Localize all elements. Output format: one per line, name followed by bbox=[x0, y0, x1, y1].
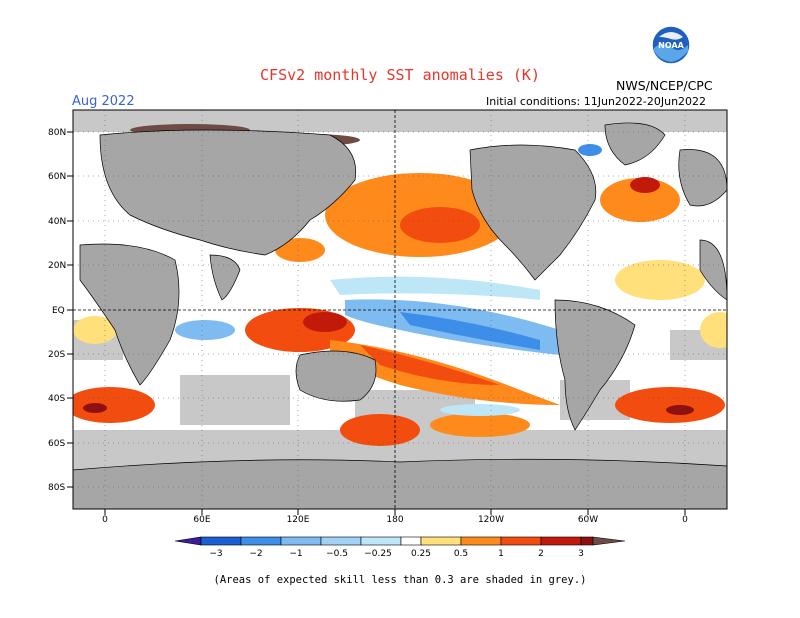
lat-tick-40s: 40S bbox=[48, 394, 73, 404]
lat-tick-60s: 60S bbox=[48, 439, 73, 449]
colorbar-bin-025-05 bbox=[420, 536, 462, 546]
colorbar-bin-2-3 bbox=[540, 536, 582, 546]
colorbar-label: −0.25 bbox=[364, 549, 392, 559]
lon-label-120w: 120W bbox=[478, 515, 504, 525]
lat-label-80s: 80S bbox=[48, 483, 65, 493]
colorbar-bin-1-2 bbox=[500, 536, 542, 546]
lon-label-60w: 60W bbox=[578, 515, 598, 525]
colorbar-label: −1 bbox=[289, 549, 302, 559]
lat-label-40n: 40N bbox=[48, 217, 66, 227]
map-area bbox=[73, 110, 727, 509]
colorbar-label: −3 bbox=[209, 549, 222, 559]
grid-lines bbox=[73, 110, 727, 509]
colorbar-label: 1 bbox=[498, 549, 504, 559]
lat-tick-20s: 20S bbox=[48, 350, 73, 360]
noaa-logo: NOAA bbox=[651, 25, 691, 69]
lon-tick-60e: 60E bbox=[193, 509, 211, 525]
lon-tick-0-west: 0 bbox=[102, 509, 108, 525]
lat-tick-20n: 20N bbox=[48, 261, 73, 271]
colorbar-bin-3plus bbox=[580, 536, 594, 546]
colorbar-label: 3 bbox=[578, 549, 584, 559]
lon-tick-120e: 120E bbox=[287, 509, 310, 525]
lat-tick-40n: 40N bbox=[48, 217, 73, 227]
lat-label-60n: 60N bbox=[48, 172, 66, 182]
initial-conditions: Initial conditions: 11Jun2022-20Jun2022 bbox=[486, 95, 707, 108]
lon-label-60e: 60E bbox=[193, 515, 210, 525]
forecast-month: Aug 2022 bbox=[72, 94, 135, 109]
colorbar-bin-05-1 bbox=[460, 536, 502, 546]
latitude-axis: 80N 60N 40N 20N EQ 20S 40S 60S 80S bbox=[48, 128, 73, 493]
colorbar-arrow-right bbox=[592, 536, 626, 546]
noaa-logo-text: NOAA bbox=[658, 41, 684, 50]
lat-tick-eq: EQ bbox=[52, 306, 73, 316]
land-masses bbox=[73, 122, 727, 509]
lat-label-80n: 80N bbox=[48, 128, 66, 138]
colorbar-label: −0.5 bbox=[326, 549, 348, 559]
colorbar-bin-neg025-0 bbox=[360, 536, 402, 546]
lat-label-eq: EQ bbox=[52, 306, 65, 316]
colorbar-bin-neg2-neg1 bbox=[240, 536, 282, 546]
skill-footnote: (Areas of expected skill less than 0.3 a… bbox=[213, 574, 587, 586]
lat-tick-80s: 80S bbox=[48, 483, 73, 493]
chart-title: CFSv2 monthly SST anomalies (K) bbox=[260, 66, 540, 84]
lon-label-0-west: 0 bbox=[102, 515, 108, 525]
colorbar-bin-neg3-neg2 bbox=[200, 536, 242, 546]
lon-tick-120w: 120W bbox=[478, 509, 504, 525]
lon-tick-60w: 60W bbox=[578, 509, 598, 525]
lat-tick-60n: 60N bbox=[48, 172, 73, 182]
colorbar-arrow-left bbox=[174, 536, 202, 546]
agency-label: NWS/NCEP/CPC bbox=[616, 78, 713, 93]
colorbar-label: 2 bbox=[538, 549, 544, 559]
lon-tick-180: 180 bbox=[386, 509, 404, 525]
lat-label-60s: 60S bbox=[48, 439, 65, 449]
cold-anomalies bbox=[175, 144, 602, 416]
lon-label-0-east: 0 bbox=[682, 515, 688, 525]
colorbar-bin-neutral bbox=[400, 536, 422, 546]
longitude-axis: 0 60E 120E 180 120W 60W 0 bbox=[102, 509, 688, 525]
lat-tick-80n: 80N bbox=[48, 128, 73, 138]
lat-label-20n: 20N bbox=[48, 261, 66, 271]
lon-label-180: 180 bbox=[386, 515, 403, 525]
colorbar-label: 0.25 bbox=[411, 549, 431, 559]
lon-tick-0-east: 0 bbox=[682, 509, 688, 525]
colorbar-label: 0.5 bbox=[454, 549, 468, 559]
lat-label-20s: 20S bbox=[48, 350, 65, 360]
colorbar-legend: −3 −2 −1 −0.5 −0.25 0.25 0.5 1 2 3 bbox=[174, 536, 626, 559]
colorbar-bin-neg1-neg05 bbox=[280, 536, 322, 546]
colorbar-bin-neg05-neg025 bbox=[320, 536, 362, 546]
colorbar-label: −2 bbox=[249, 549, 262, 559]
lon-label-120e: 120E bbox=[287, 515, 310, 525]
lat-label-40s: 40S bbox=[48, 394, 65, 404]
reference-lines bbox=[73, 110, 727, 509]
